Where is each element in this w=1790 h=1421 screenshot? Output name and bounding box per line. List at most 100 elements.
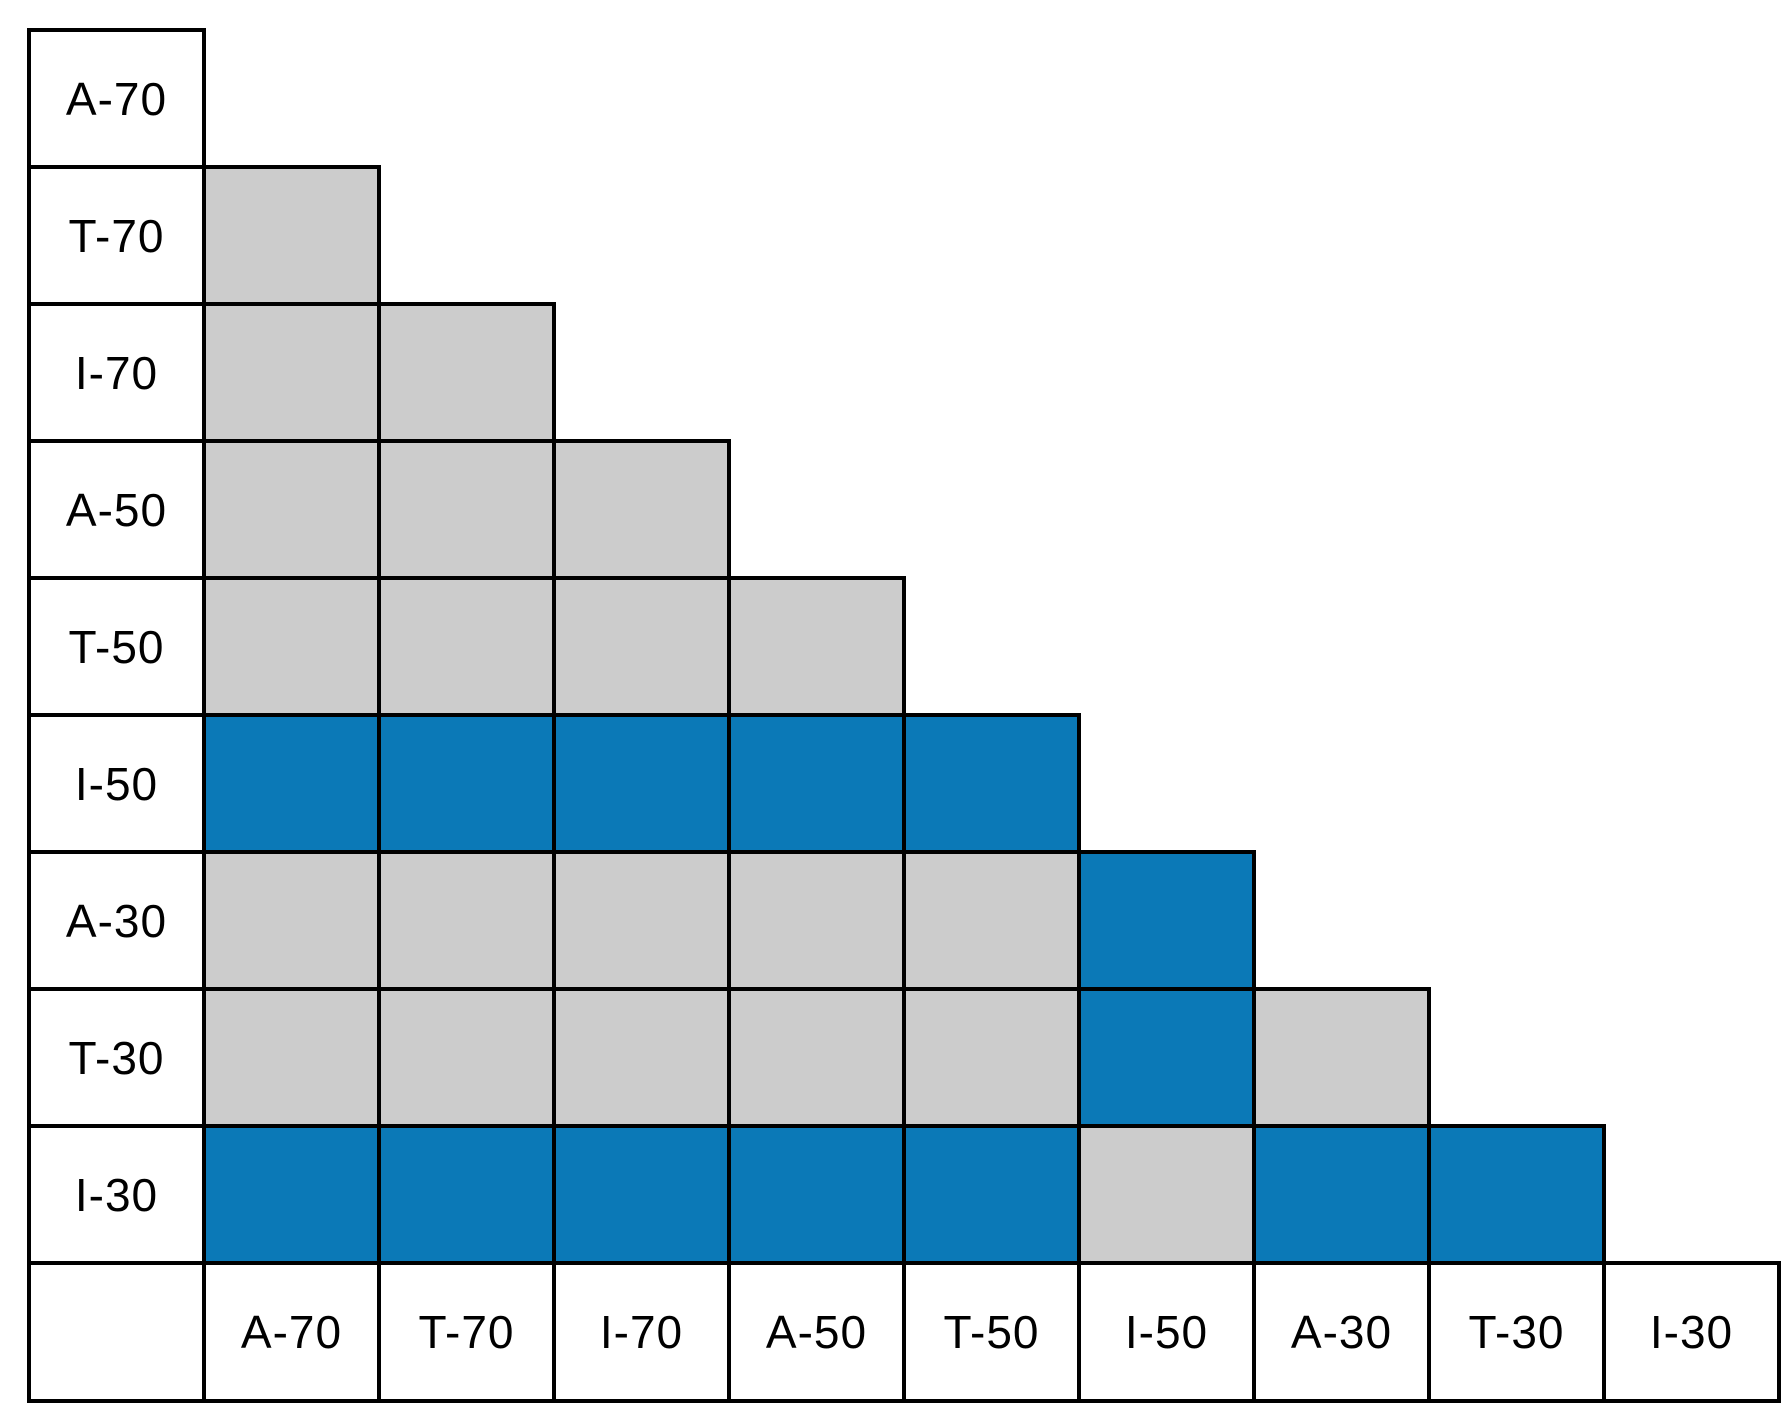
empty-region	[1604, 989, 1779, 1126]
row-label-a-30: A-30	[27, 850, 206, 991]
matrix-cell-i-30-vs-a-30	[1252, 1124, 1431, 1265]
empty-region	[1604, 167, 1779, 304]
matrix-cell-a-30-vs-t-50	[902, 850, 1081, 991]
matrix-cell-t-50-vs-a-50	[727, 576, 906, 717]
row-label-t-30: T-30	[27, 987, 206, 1128]
empty-region	[1604, 715, 1779, 852]
matrix-cell-i-30-vs-a-70	[202, 1124, 381, 1265]
empty-region	[904, 30, 1079, 167]
matrix-cell-i-70-vs-a-70	[202, 302, 381, 443]
matrix-cell-t-30-vs-a-50	[727, 987, 906, 1128]
empty-region	[729, 167, 904, 304]
matrix-cell-i-30-vs-t-50	[902, 1124, 1081, 1265]
empty-region	[729, 30, 904, 167]
matrix-cell-t-30-vs-a-30	[1252, 987, 1431, 1128]
empty-region	[1429, 30, 1604, 167]
empty-region	[1079, 715, 1254, 852]
empty-region	[1429, 715, 1604, 852]
col-label-i-50: I-50	[1077, 1261, 1256, 1403]
empty-region	[1429, 304, 1604, 441]
empty-region	[1429, 167, 1604, 304]
empty-region	[1429, 852, 1604, 989]
empty-region	[1254, 304, 1429, 441]
col-label-i-70: I-70	[552, 1261, 731, 1403]
matrix-cell-t-50-vs-t-70	[377, 576, 556, 717]
empty-region	[1254, 30, 1429, 167]
pairwise-matrix-table: A-70 T-70 I-70 A-50 T-50 I-50 A-30 T-30 I-30 A-70…	[27, 28, 1781, 1403]
col-label-a-50: A-50	[727, 1261, 906, 1403]
col-label-t-30: T-30	[1427, 1261, 1606, 1403]
row-label-i-30: I-30	[27, 1124, 206, 1265]
matrix-cell-i-50-vs-t-50	[902, 713, 1081, 854]
row-label-t-70: T-70	[27, 165, 206, 306]
matrix-row-a-30: A-30	[27, 850, 1779, 991]
empty-region	[1079, 304, 1254, 441]
empty-region	[904, 304, 1079, 441]
matrix-cell-i-70-vs-t-70	[377, 302, 556, 443]
matrix-cell-a-50-vs-t-70	[377, 439, 556, 580]
matrix-row-t-50: T-50	[27, 576, 1779, 717]
matrix-cell-i-30-vs-t-30	[1427, 1124, 1606, 1265]
row-label-a-50: A-50	[27, 439, 206, 580]
row-label-i-70: I-70	[27, 302, 206, 443]
empty-region	[904, 167, 1079, 304]
empty-region	[1604, 1126, 1779, 1263]
empty-region	[1429, 578, 1604, 715]
matrix-cell-i-30-vs-a-50	[727, 1124, 906, 1265]
matrix-cell-i-30-vs-i-50	[1077, 1124, 1256, 1265]
matrix-cell-a-30-vs-i-50	[1077, 850, 1256, 991]
empty-region	[379, 167, 554, 304]
col-label-a-70: A-70	[202, 1261, 381, 1403]
matrix-cell-a-50-vs-i-70	[552, 439, 731, 580]
empty-region	[904, 441, 1079, 578]
empty-region	[729, 304, 904, 441]
corner-blank-cell	[27, 1261, 206, 1403]
col-label-t-50: T-50	[902, 1261, 1081, 1403]
matrix-cell-i-50-vs-t-70	[377, 713, 556, 854]
empty-region	[554, 30, 729, 167]
matrix-row-i-50: I-50	[27, 713, 1779, 854]
matrix-row-i-30: I-30	[27, 1124, 1779, 1265]
matrix-cell-a-50-vs-a-70	[202, 439, 381, 580]
empty-region	[904, 578, 1079, 715]
empty-region	[554, 304, 729, 441]
matrix-cell-i-30-vs-i-70	[552, 1124, 731, 1265]
empty-region	[729, 441, 904, 578]
matrix-cell-a-30-vs-t-70	[377, 850, 556, 991]
empty-region	[1429, 989, 1604, 1126]
matrix-cell-i-50-vs-a-50	[727, 713, 906, 854]
matrix-cell-i-50-vs-a-70	[202, 713, 381, 854]
empty-region	[1604, 852, 1779, 989]
empty-region	[1254, 167, 1429, 304]
empty-region	[1079, 167, 1254, 304]
col-label-a-30: A-30	[1252, 1261, 1431, 1403]
matrix-row-a-70: A-70	[27, 28, 1779, 169]
col-label-t-70: T-70	[377, 1261, 556, 1403]
empty-region	[1604, 441, 1779, 578]
empty-region	[379, 30, 554, 167]
matrix-cell-t-30-vs-t-70	[377, 987, 556, 1128]
row-label-i-50: I-50	[27, 713, 206, 854]
matrix-row-t-70: T-70	[27, 165, 1779, 306]
matrix-cell-t-30-vs-a-70	[202, 987, 381, 1128]
matrix-cell-t-70-vs-a-70	[202, 165, 381, 306]
matrix-cell-t-30-vs-i-50	[1077, 987, 1256, 1128]
matrix-cell-a-30-vs-a-50	[727, 850, 906, 991]
matrix-cell-t-30-vs-t-50	[902, 987, 1081, 1128]
matrix-row-t-30: T-30	[27, 987, 1779, 1128]
empty-region	[1254, 852, 1429, 989]
matrix-cell-t-30-vs-i-70	[552, 987, 731, 1128]
empty-region	[1429, 441, 1604, 578]
matrix-cell-t-50-vs-a-70	[202, 576, 381, 717]
empty-region	[1604, 30, 1779, 167]
empty-region	[1604, 304, 1779, 441]
col-label-i-30: I-30	[1602, 1261, 1781, 1403]
matrix-row-i-70: I-70	[27, 302, 1779, 443]
empty-region	[1079, 578, 1254, 715]
matrix-cell-i-30-vs-t-70	[377, 1124, 556, 1265]
column-header-row: A-70 T-70 I-70 A-50 T-50 I-50 A-30 T-30 I-30	[27, 1261, 1781, 1403]
matrix-row-a-50: A-50	[27, 439, 1779, 580]
empty-region	[1079, 441, 1254, 578]
matrix-cell-i-50-vs-i-70	[552, 713, 731, 854]
